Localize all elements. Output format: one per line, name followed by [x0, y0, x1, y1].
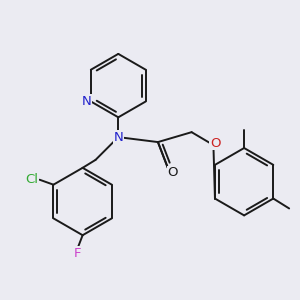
Text: Cl: Cl — [25, 173, 38, 186]
Text: N: N — [113, 130, 123, 144]
Text: N: N — [82, 95, 92, 108]
Text: O: O — [167, 166, 178, 179]
Text: F: F — [74, 247, 81, 260]
Text: O: O — [210, 136, 220, 150]
